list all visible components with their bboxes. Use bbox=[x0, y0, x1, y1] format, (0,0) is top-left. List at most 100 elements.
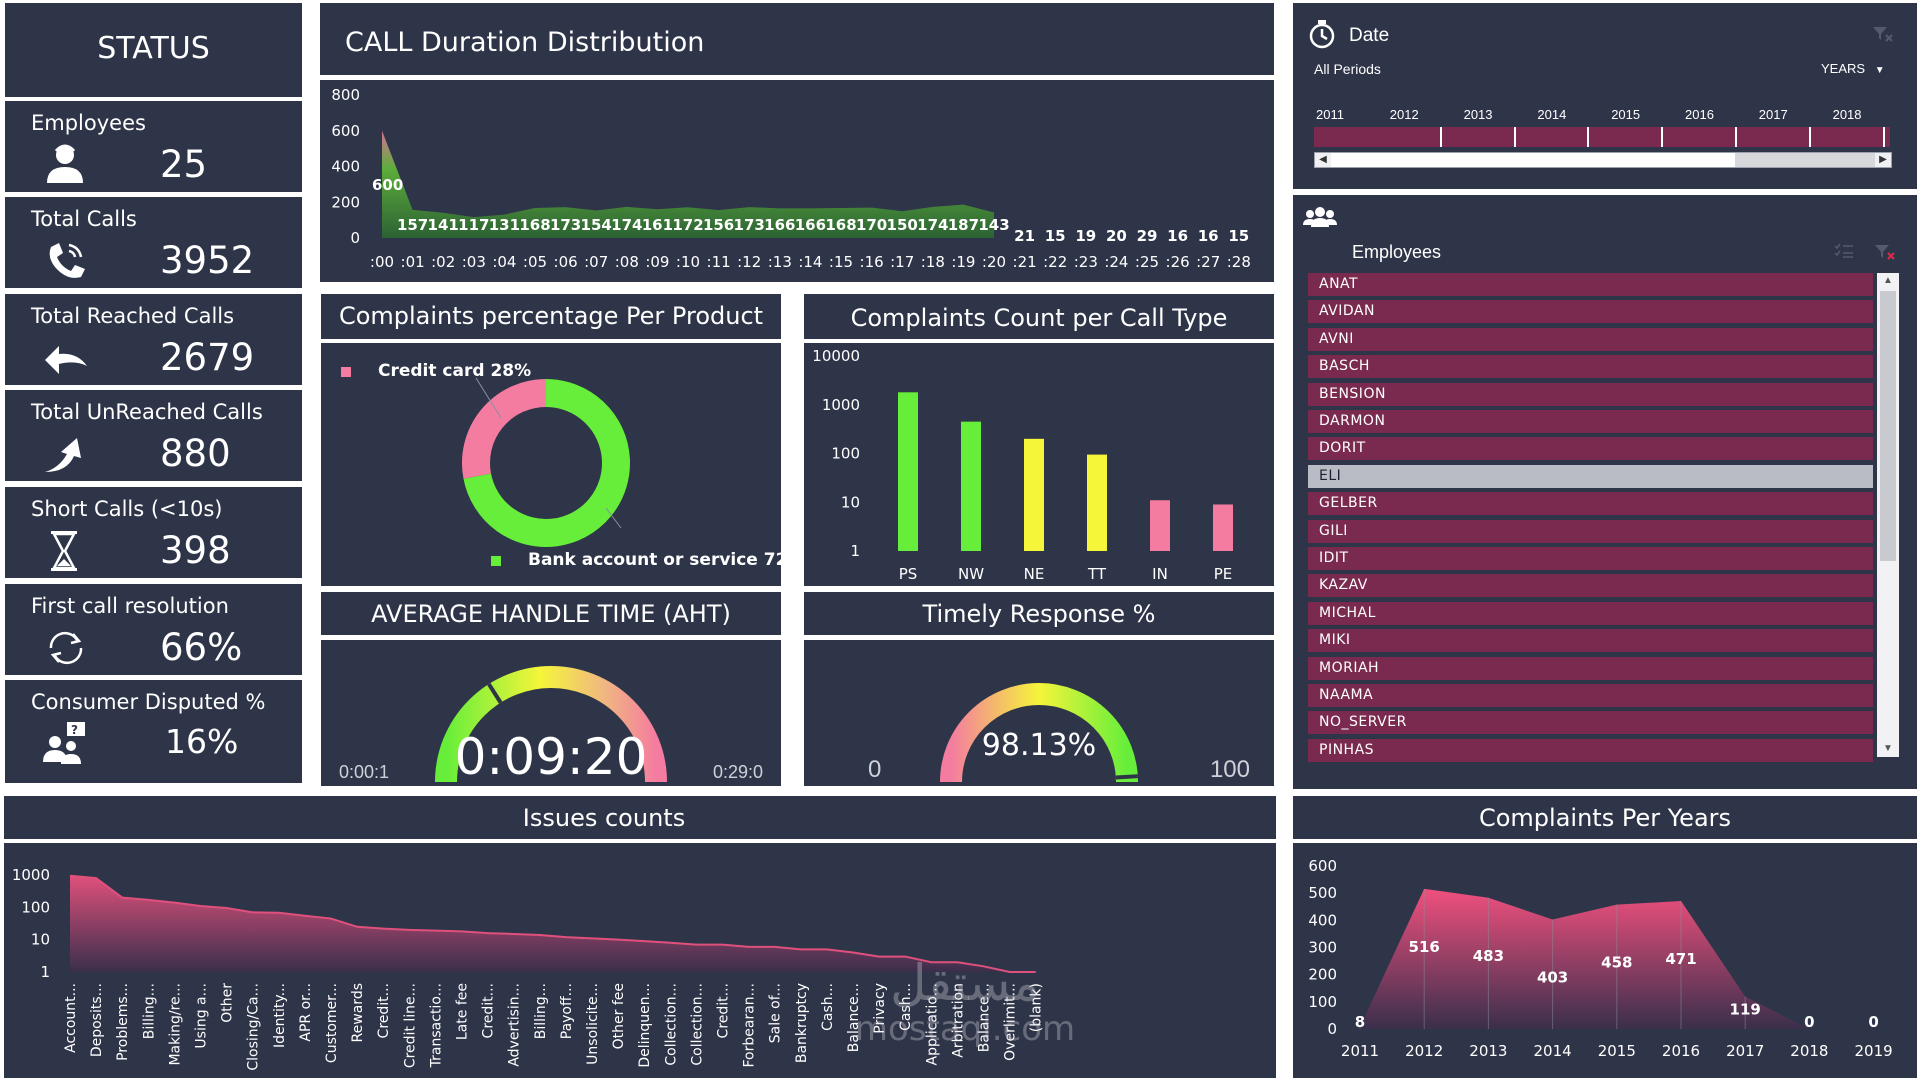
bar bbox=[1150, 500, 1170, 551]
kpi-label: Total Calls bbox=[31, 207, 137, 231]
data-label: 166 bbox=[795, 216, 826, 234]
call-duration-chart-panel: 800 600 400 200 0:00 600:01 157:02 141:03 117:04… bbox=[320, 80, 1274, 282]
complaints-product-chart: Credit card 28% Bank account or service 7… bbox=[341, 361, 804, 570]
issues-header: Issues counts bbox=[4, 796, 1276, 839]
x-tick-label: Delinquen... bbox=[637, 983, 653, 1068]
x-tick-label: 2011 bbox=[1341, 1042, 1379, 1060]
x-tick-label: Bankruptcy bbox=[794, 983, 810, 1063]
x-tick-label: Credit... bbox=[716, 983, 732, 1038]
employee-list-item[interactable]: KAZAV bbox=[1308, 574, 1873, 598]
year-tick bbox=[1735, 127, 1737, 147]
employee-list-item[interactable]: GILI bbox=[1308, 519, 1873, 543]
date-range-slider[interactable]: ◀ ▶ bbox=[1314, 152, 1892, 168]
aht-gauge-panel: 0:00:1 0:09:20 0:29:0 bbox=[321, 640, 781, 786]
data-label: 150 bbox=[887, 216, 918, 234]
date-slicer-subtitle: All Periods bbox=[1314, 61, 1381, 77]
data-label: 29 bbox=[1137, 227, 1158, 245]
employee-list-item[interactable]: NO_SERVER bbox=[1308, 711, 1873, 735]
employees-list: ANAT AVIDAN AVNI BASCH BENSION DARMON DORIT ELI… bbox=[1293, 195, 1917, 765]
x-tick-label: :17 bbox=[890, 253, 914, 271]
employee-list-item[interactable]: MIKI bbox=[1308, 629, 1873, 653]
x-tick-label: Forbearan... bbox=[742, 983, 758, 1068]
data-label: 156 bbox=[703, 216, 734, 234]
status-header: STATUS bbox=[5, 3, 302, 97]
data-label: 0 bbox=[1868, 1013, 1878, 1031]
year-tick bbox=[1439, 127, 1442, 147]
data-label: 174 bbox=[917, 216, 948, 234]
x-tick-label: 2012 bbox=[1405, 1042, 1443, 1060]
svg-text:?: ? bbox=[71, 723, 78, 737]
scroll-up-icon[interactable]: ▲ bbox=[1883, 275, 1893, 286]
date-granularity-dropdown[interactable]: YEARS ▼ bbox=[1821, 61, 1885, 76]
employee-list-item[interactable]: MORIAH bbox=[1308, 656, 1873, 680]
kpi-value: 398 bbox=[160, 529, 231, 572]
employee-list-item[interactable]: NAAMA bbox=[1308, 684, 1873, 707]
employee-list-item[interactable]: BASCH bbox=[1308, 355, 1873, 379]
clear-filter-icon[interactable] bbox=[1871, 25, 1893, 43]
kpi-label: First call resolution bbox=[31, 594, 229, 618]
data-label: 483 bbox=[1473, 947, 1504, 965]
x-tick-label: :11 bbox=[707, 253, 731, 271]
x-tick-label: Applicatio... bbox=[924, 983, 940, 1065]
x-tick-label: Unsolicite... bbox=[585, 983, 601, 1065]
employee-list-item[interactable]: ANAT bbox=[1308, 273, 1873, 296]
x-tick-label: Rewards bbox=[350, 983, 366, 1042]
employee-list-item[interactable]: BENSION bbox=[1308, 382, 1873, 406]
watermark-arabic: مستقل bbox=[890, 954, 1040, 1012]
years-header: Complaints Per Years bbox=[1293, 796, 1917, 839]
call-duration-header: CALL Duration Distribution bbox=[320, 3, 1274, 75]
year-tick bbox=[1882, 127, 1885, 147]
data-label: 458 bbox=[1601, 954, 1632, 972]
x-tick-label: :15 bbox=[829, 253, 853, 271]
employee-list-item[interactable]: DORIT bbox=[1308, 437, 1873, 461]
slider-right-handle[interactable]: ▶ bbox=[1875, 153, 1891, 167]
data-label: 187 bbox=[948, 216, 979, 234]
clear-filter-icon[interactable] bbox=[1873, 243, 1895, 261]
issues-area bbox=[70, 875, 1036, 972]
y-tick-label: 1 bbox=[40, 963, 50, 981]
data-label: 168 bbox=[519, 216, 550, 234]
employee-list-item[interactable]: ELI bbox=[1308, 464, 1873, 488]
call-duration-chart: 800 600 400 200 0:00 600:01 157:02 141:03 117:04… bbox=[331, 86, 1251, 271]
complaints-product-header: Complaints percentage Per Product bbox=[321, 294, 781, 339]
employee-list-item[interactable]: GELBER bbox=[1308, 492, 1873, 516]
employee-list-item[interactable]: MICHAL bbox=[1308, 601, 1873, 625]
scroll-down-icon[interactable]: ▼ bbox=[1883, 743, 1893, 754]
data-label: 117 bbox=[458, 216, 489, 234]
data-label: 141 bbox=[428, 216, 459, 234]
cycle-icon bbox=[49, 631, 83, 665]
data-label: 403 bbox=[1537, 969, 1568, 987]
phone-icon bbox=[49, 243, 85, 278]
date-timeline-bar[interactable] bbox=[1314, 127, 1890, 147]
data-label: 173 bbox=[550, 216, 581, 234]
complaints-calltype-chart-panel: 10000 1000 100 10 1 PS NW NE TT IN PE bbox=[804, 343, 1274, 586]
slider-left-handle[interactable]: ◀ bbox=[1315, 153, 1331, 167]
multi-select-icon[interactable] bbox=[1833, 243, 1855, 259]
people-group-icon bbox=[1303, 207, 1337, 227]
x-tick-label: Making/re... bbox=[167, 983, 183, 1066]
x-tick-label: :01 bbox=[401, 253, 425, 271]
complaints-calltype-title: Complaints Count per Call Type bbox=[850, 304, 1228, 332]
data-label: 131 bbox=[489, 216, 520, 234]
x-tick-label: Credit... bbox=[376, 983, 392, 1038]
employee-list-item[interactable]: AVIDAN bbox=[1308, 300, 1873, 324]
years-chart-panel: 600 500 400 300 200 100 0 8 2011 516 2012 483 2013 40… bbox=[1293, 843, 1917, 1078]
kpi-card-employees: Employees 25 bbox=[5, 101, 302, 192]
x-tick-label: Using a... bbox=[194, 983, 210, 1049]
x-tick-label: TT bbox=[1087, 565, 1107, 583]
employee-list-item[interactable]: IDIT bbox=[1308, 547, 1873, 570]
timely-title: Timely Response % bbox=[922, 600, 1156, 628]
employee-list-item[interactable]: AVNI bbox=[1308, 327, 1873, 351]
employee-list-item[interactable]: PINHAS bbox=[1308, 738, 1873, 762]
data-label: 119 bbox=[1730, 1001, 1761, 1019]
y-tick-label: 600 bbox=[1308, 857, 1337, 875]
donut-slice bbox=[462, 379, 547, 479]
scroll-thumb[interactable] bbox=[1880, 291, 1896, 561]
x-tick-label: Other bbox=[220, 983, 236, 1023]
employees-scrollbar[interactable]: ▲ ▼ bbox=[1877, 273, 1899, 757]
y-tick-label: 500 bbox=[1308, 884, 1337, 902]
y-tick-label: 1000 bbox=[12, 866, 50, 884]
employee-list-item[interactable]: DARMON bbox=[1308, 410, 1873, 433]
year-label: 2015 bbox=[1611, 107, 1641, 122]
unreached-arrow-icon bbox=[45, 438, 81, 472]
